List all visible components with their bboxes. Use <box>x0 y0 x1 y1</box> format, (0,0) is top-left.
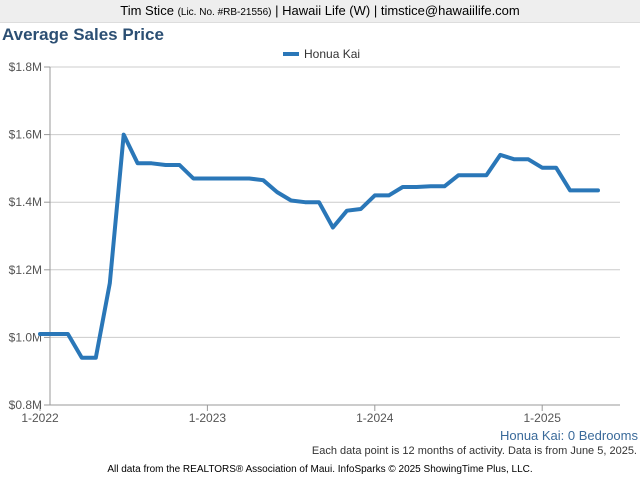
y-tick-label: $1.8M <box>9 60 42 74</box>
y-tick-label: $1.6M <box>9 128 42 142</box>
x-tick-label: 1-2022 <box>21 411 59 425</box>
series-line <box>38 132 600 360</box>
agent-header: Tim Stice (Lic. No. #RB-21556) | Hawaii … <box>0 0 640 23</box>
data-note: Each data point is 12 months of activity… <box>311 445 637 457</box>
plot-area <box>38 132 600 360</box>
y-axis-labels: $0.8M $1.0M $1.2M $1.4M $1.6M $1.8M <box>9 60 42 412</box>
data-credit: All data from the REALTORS® Association … <box>107 464 533 475</box>
x-tick-label: 1-2025 <box>524 411 562 425</box>
y-tick-label: $1.2M <box>9 263 42 277</box>
agent-license: (Lic. No. #RB-21556) <box>177 7 272 18</box>
legend: Honua Kai <box>283 47 360 61</box>
axes <box>39 66 543 411</box>
x-axis-labels: 1-2022 1-2023 1-2024 1-2025 <box>21 411 561 425</box>
agent-name: Tim Stice <box>120 3 174 18</box>
y-tick-label: $1.4M <box>9 195 42 209</box>
agent-contact: | Hawaii Life (W) | timstice@hawaiilife.… <box>275 3 520 18</box>
x-tick-label: 1-2023 <box>189 411 227 425</box>
chart-title: Average Sales Price <box>2 25 164 44</box>
series-description: Honua Kai: 0 Bedrooms <box>499 428 638 443</box>
x-tick-label: 1-2024 <box>356 411 394 425</box>
y-tick-label: $0.8M <box>9 398 42 412</box>
y-tick-label: $1.0M <box>9 330 42 344</box>
grid-lines <box>50 66 620 406</box>
legend-label: Honua Kai <box>304 47 360 61</box>
